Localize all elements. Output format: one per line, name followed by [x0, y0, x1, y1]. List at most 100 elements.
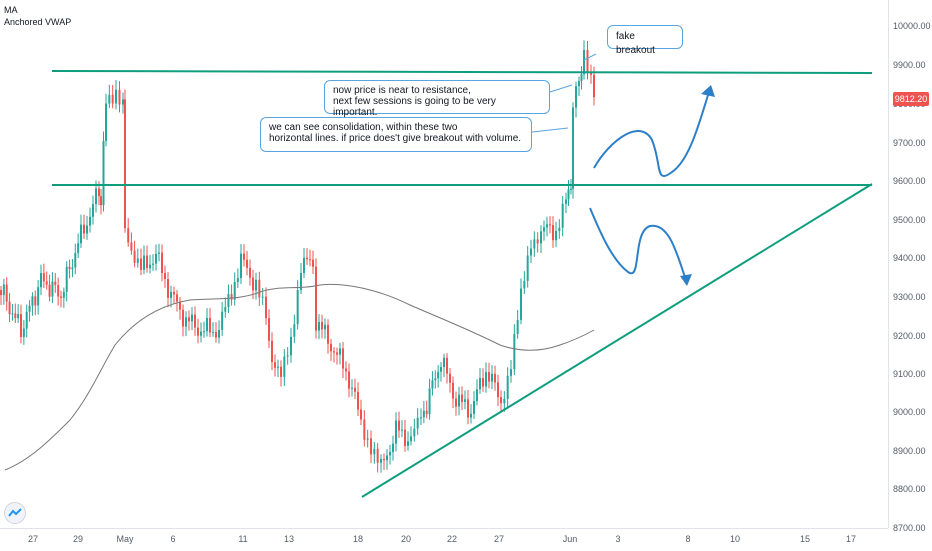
- candle-body: [455, 398, 457, 407]
- bullish-arrow-head: [701, 85, 715, 97]
- candle-body: [510, 369, 512, 376]
- candle-body: [401, 429, 403, 431]
- candle-body: [108, 94, 111, 104]
- candle-body: [25, 311, 28, 329]
- candle-body: [143, 255, 145, 270]
- candle-body: [249, 267, 251, 278]
- moving-average-line: [4, 283, 595, 471]
- candle-body: [209, 318, 211, 333]
- candle-body: [140, 258, 142, 270]
- candle-body: [443, 357, 445, 368]
- candle-body: [452, 382, 454, 399]
- bullish-scenario-arrow[interactable]: [593, 91, 710, 178]
- candle-body: [586, 50, 589, 73]
- time-tick: 29: [72, 534, 84, 544]
- candle-body: [34, 296, 37, 306]
- time-axis[interactable]: 27 29 May 6 11 13 18 20 22 27 Jun 3 8 10 15 17: [0, 528, 888, 551]
- callout-resistance[interactable]: now price is near to resistance, next fe…: [324, 80, 550, 118]
- callout-fake-breakout[interactable]: fake breakout: [607, 25, 683, 56]
- callout-consolidation[interactable]: we can see consolidation, within these t…: [260, 117, 532, 152]
- candle-body: [312, 259, 314, 267]
- candle-body: [339, 348, 341, 355]
- rising-trendline[interactable]: [361, 183, 873, 498]
- price-tick: 8900.00: [893, 446, 926, 456]
- price-tick: 9200.00: [893, 331, 926, 341]
- legend-anchored-vwap[interactable]: Anchored VWAP: [4, 17, 72, 27]
- candle-body: [300, 273, 302, 290]
- candle-body: [255, 279, 257, 291]
- time-tick: May: [116, 534, 134, 544]
- tradingview-logo[interactable]: [4, 502, 26, 524]
- price-tick: 8700.00: [893, 523, 926, 533]
- candle-body: [549, 224, 551, 226]
- candle-body: [593, 74, 595, 98]
- candle-body: [224, 307, 227, 312]
- candle-body: [51, 281, 54, 297]
- candle-body: [236, 278, 239, 283]
- time-tick: 18: [352, 534, 364, 544]
- candle-body: [170, 291, 172, 298]
- candle-body: [280, 366, 282, 377]
- resistance-line-upper[interactable]: [51, 70, 873, 74]
- candle-body: [191, 314, 193, 322]
- chart-canvas[interactable]: MA Anchored VWAP fake breakout now price…: [0, 0, 888, 524]
- candle-body: [546, 224, 548, 228]
- candle-body: [488, 371, 490, 382]
- price-chart-svg[interactable]: [0, 0, 888, 520]
- candle-body: [395, 420, 397, 444]
- candle-body: [215, 332, 217, 338]
- candle-body: [83, 224, 85, 234]
- candle-body: [506, 375, 509, 399]
- candle-body: [155, 253, 157, 264]
- candle-body: [277, 366, 279, 368]
- candle-body: [5, 284, 8, 302]
- candle-body: [200, 331, 202, 336]
- callout-pointer-fake-breakout: [583, 53, 597, 61]
- candle-body: [261, 296, 264, 298]
- candle-body: [330, 343, 332, 352]
- candle-body: [485, 371, 487, 387]
- candle-body: [464, 399, 466, 402]
- candle-body: [324, 324, 326, 330]
- candle-body: [54, 281, 57, 286]
- time-tick: 17: [845, 534, 857, 544]
- candle-body: [203, 331, 205, 333]
- candle-body: [17, 314, 20, 319]
- candle-body: [274, 362, 276, 368]
- candle-body: [290, 336, 292, 356]
- candle-body: [133, 250, 136, 263]
- price-tick: 9500.00: [893, 215, 926, 225]
- callout-pointer-resistance: [549, 84, 573, 93]
- candle-body: [98, 188, 100, 197]
- candle-body: [57, 285, 60, 297]
- candle-body: [246, 259, 248, 268]
- candle-body: [118, 89, 121, 105]
- time-tick: 11: [238, 534, 248, 544]
- candle-body: [194, 314, 196, 328]
- candle-body: [351, 387, 353, 389]
- candle-body: [578, 80, 580, 87]
- candle-body: [570, 188, 572, 190]
- candle-body: [22, 328, 25, 338]
- candle-body: [271, 340, 273, 363]
- legend-ma[interactable]: MA: [4, 5, 18, 15]
- candle-body: [523, 280, 526, 289]
- candle-body: [516, 319, 519, 334]
- candle-body: [258, 279, 261, 298]
- candle-body: [37, 287, 40, 306]
- price-axis[interactable]: 10000.009900.009800.009700.009600.009500…: [888, 0, 932, 533]
- candle-body: [167, 279, 169, 298]
- candle-body: [130, 242, 133, 251]
- callout-consolidation-line1: we can see consolidation, within these t…: [269, 122, 458, 133]
- candle-body: [434, 378, 437, 381]
- candle-body: [461, 394, 463, 402]
- candle-body: [296, 289, 299, 325]
- candle-body: [333, 351, 335, 353]
- candle-body: [473, 401, 475, 414]
- time-tick: 13: [283, 534, 295, 544]
- candle-body: [491, 373, 493, 382]
- bearish-scenario-arrow[interactable]: [589, 207, 687, 281]
- candle-body: [286, 355, 289, 357]
- candle-body: [565, 199, 567, 204]
- time-tick: 22: [446, 534, 458, 544]
